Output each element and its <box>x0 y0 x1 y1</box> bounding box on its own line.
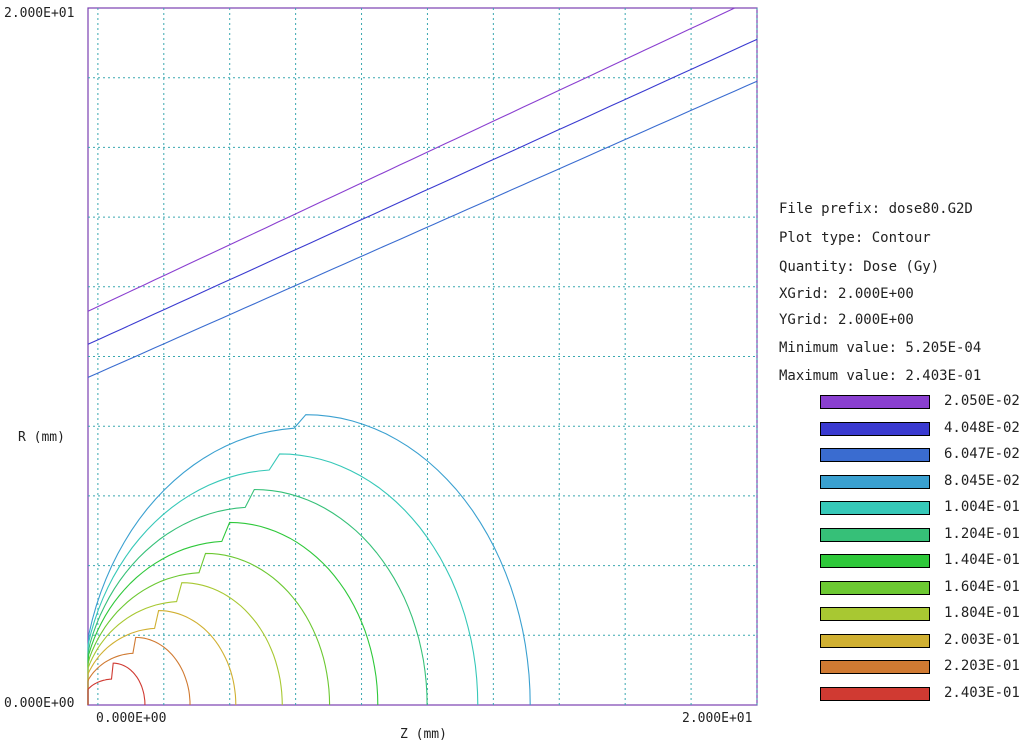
contour-line <box>87 582 283 706</box>
legend-swatch <box>820 474 930 489</box>
legend-swatch <box>820 448 930 462</box>
contour-line <box>87 414 531 706</box>
x-axis-left-label: 0.000E+00 <box>96 711 167 726</box>
legend-label: 1.604E-01 <box>944 578 1020 595</box>
legend-swatch <box>820 607 930 621</box>
contour-line <box>87 488 428 706</box>
contour-line <box>87 610 237 706</box>
legend-label: 8.045E-02 <box>944 472 1020 489</box>
legend-swatch <box>820 554 930 568</box>
y-axis-bottom-label: 0.000E+00 <box>4 696 75 711</box>
contour-line <box>87 38 758 345</box>
contour-line <box>87 453 479 706</box>
quantity: Quantity: Dose (Gy) <box>779 259 940 275</box>
legend-swatch <box>820 527 930 542</box>
legend-label: 2.403E-01 <box>944 684 1020 701</box>
legend-label: 1.804E-01 <box>944 605 1020 621</box>
y-axis-title: R (mm) <box>18 430 65 445</box>
x-axis-right-label: 2.000E+01 <box>682 711 753 726</box>
legend-swatch <box>820 395 930 409</box>
legend-label: 1.404E-01 <box>944 552 1020 568</box>
legend-label: 2.003E-01 <box>944 631 1020 648</box>
legend-swatch <box>820 660 930 674</box>
file-prefix: File prefix: dose80.G2D <box>779 201 973 217</box>
legend-label: 1.004E-01 <box>944 499 1020 515</box>
contour-line <box>87 80 758 378</box>
xgrid: XGrid: 2.000E+00 <box>779 286 914 302</box>
legend-label: 6.047E-02 <box>944 446 1020 462</box>
legend-swatch <box>820 633 930 648</box>
legend-label: 2.050E-02 <box>944 393 1020 409</box>
legend-label: 2.203E-01 <box>944 658 1020 674</box>
x-axis-title: Z (mm) <box>400 727 447 742</box>
ygrid: YGrid: 2.000E+00 <box>779 312 914 328</box>
contour-lines <box>87 7 758 706</box>
contour-line <box>87 521 379 706</box>
contour-line <box>87 662 146 705</box>
contour-line <box>87 552 331 706</box>
y-axis-top-label: 2.000E+01 <box>4 6 75 21</box>
contour-line <box>87 7 735 312</box>
grid-lines <box>88 8 758 705</box>
plot-type: Plot type: Contour <box>779 230 931 246</box>
legend-swatch <box>820 686 930 701</box>
legend-swatch <box>820 421 930 436</box>
legend-swatch <box>820 580 930 595</box>
legend-label: 1.204E-01 <box>944 525 1020 542</box>
legend-label: 4.048E-02 <box>944 419 1020 436</box>
maximum-value: Maximum value: 2.403E-01 <box>779 368 982 384</box>
legend-swatch <box>820 501 930 515</box>
minimum-value: Minimum value: 5.205E-04 <box>779 340 982 356</box>
contour-line <box>87 636 191 705</box>
